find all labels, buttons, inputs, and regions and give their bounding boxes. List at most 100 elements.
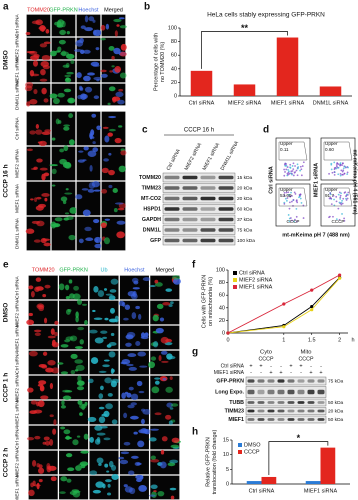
blot-band [317, 379, 325, 383]
cell-signal [131, 455, 139, 459]
blot-band [297, 409, 305, 413]
group-label: DMSO [3, 50, 10, 70]
cell-signal [109, 289, 117, 293]
micrograph [58, 375, 89, 400]
facs-event [341, 202, 344, 205]
blot-band [182, 196, 198, 201]
x-tick-label: Ctrl siRNA [189, 100, 215, 106]
cell-signal [102, 336, 107, 339]
cell-signal [74, 359, 83, 364]
point [338, 276, 342, 280]
facs-event [339, 194, 342, 197]
cell-signal [63, 124, 71, 127]
facs-event [285, 168, 288, 171]
facs-event [294, 165, 296, 167]
cell-signal [114, 315, 119, 323]
cell-signal [61, 400, 65, 406]
cell-signal [123, 317, 129, 321]
cell-signal [83, 75, 91, 82]
cell-signal [105, 403, 113, 410]
cell-signal [43, 317, 48, 324]
panel-letter: c [142, 125, 148, 136]
blot-band [200, 207, 216, 211]
blot-label: GFP [150, 238, 161, 244]
facs-event [339, 162, 342, 164]
cell-signal [39, 167, 48, 171]
cell-signal [72, 293, 81, 300]
facs-event [346, 197, 349, 200]
facs-event [330, 203, 333, 205]
facs-event [328, 172, 330, 175]
cell-signal [74, 346, 83, 349]
cell-signal [64, 284, 70, 291]
facs-event [339, 202, 342, 205]
cell-signal [52, 98, 60, 105]
cell-signal [125, 334, 134, 340]
blot-band [307, 401, 315, 404]
cell-signal [111, 473, 119, 481]
line [227, 277, 340, 334]
cell-signal [136, 478, 142, 483]
size-marker: 37 kDa [237, 217, 253, 223]
cell-signal [141, 408, 146, 412]
cell-signal [92, 147, 99, 153]
size-marker: 20 kDa [328, 408, 344, 414]
cell-signal [68, 279, 73, 284]
cell-signal [96, 457, 104, 464]
facs-event [292, 174, 295, 177]
blot-strip [162, 183, 236, 193]
cell-signal [119, 459, 129, 465]
cell-signal [63, 145, 69, 152]
cell-signal [108, 342, 117, 346]
cell-signal [29, 130, 36, 135]
cell-signal [77, 399, 83, 405]
cell-signal [154, 377, 161, 380]
cell-signal [36, 401, 40, 407]
cell-signal [63, 429, 71, 435]
blot-band [287, 401, 295, 404]
cell-signal [107, 132, 113, 137]
cell-signal [119, 72, 127, 79]
cell-signal [116, 231, 125, 239]
row-label: MIEF2 siRNA [14, 297, 20, 327]
cell-signal [60, 344, 69, 348]
facs-event [298, 196, 300, 199]
cell-signal [26, 319, 35, 326]
facs-event [297, 166, 300, 168]
blot-band [182, 186, 198, 190]
cell-signal [62, 389, 71, 393]
cell-signal [26, 101, 31, 107]
y-axis-label: Relative GFP-PRKN [205, 437, 211, 487]
cell-signal [45, 440, 51, 446]
blot-band [287, 389, 295, 395]
facs-event [283, 168, 286, 171]
cell-signal [88, 16, 95, 22]
stain-label: Merged [155, 267, 174, 273]
cell-signal [101, 188, 108, 194]
cell-signal [67, 308, 72, 312]
cell-signal [49, 438, 54, 446]
cell-signal [97, 290, 105, 297]
facs-event [330, 168, 333, 171]
facs-event [341, 162, 344, 165]
y-tick-label: 5 [226, 467, 229, 473]
cell-signal [108, 115, 117, 119]
cell-signal [100, 425, 108, 429]
cell-signal [75, 364, 85, 371]
cell-signal [111, 368, 115, 373]
cell-signal [127, 404, 135, 409]
cell-signal [79, 461, 89, 467]
micrograph [26, 14, 51, 37]
cell-signal [87, 72, 95, 76]
blot-band [277, 379, 285, 383]
facs-event [337, 173, 340, 176]
facs-event [295, 215, 298, 218]
cell-signal [148, 494, 156, 497]
facs-event [342, 173, 344, 176]
cell-signal [63, 88, 72, 93]
cell-signal [128, 470, 135, 476]
bar [246, 481, 262, 484]
blot-band [317, 389, 325, 395]
cell-signal [169, 376, 173, 380]
facs-event [288, 194, 290, 196]
